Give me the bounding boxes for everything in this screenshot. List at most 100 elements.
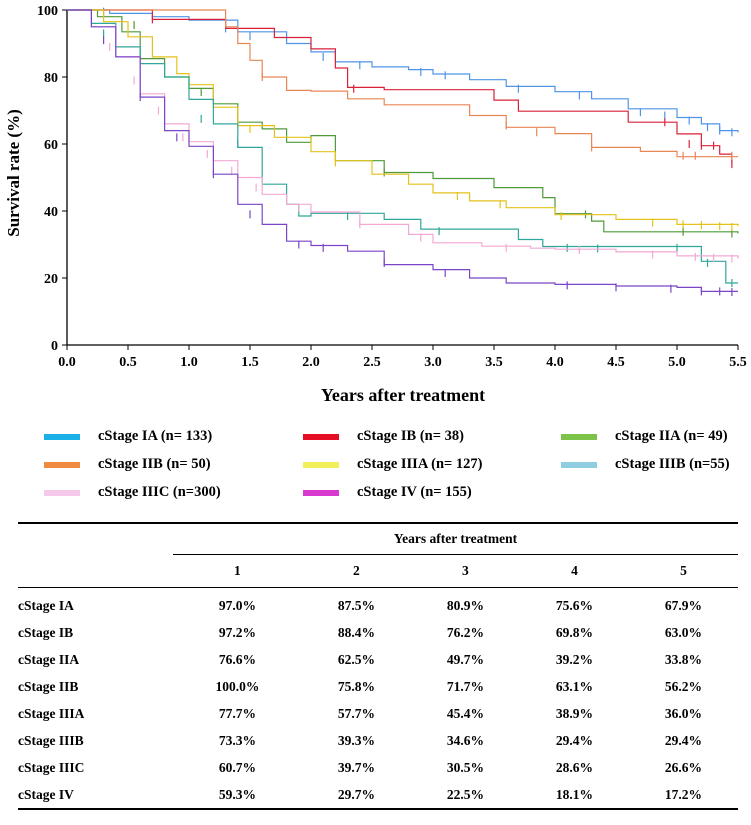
km-series-ib — [67, 9, 733, 169]
legend-label: cStage IIIA (n= 127) — [357, 456, 483, 472]
km-curve — [67, 9, 739, 259]
legend-label: cStage IIB (n= 50) — [98, 456, 211, 472]
km-curve — [67, 9, 738, 292]
km-curve — [67, 9, 738, 284]
y-tick-label: 80 — [44, 71, 58, 86]
x-tick-label: 1.0 — [180, 355, 198, 370]
x-tick-label: 2.5 — [363, 355, 381, 370]
table-group-header: Years after treatment — [173, 523, 738, 555]
table-stage-cell: cStage IIIA — [18, 705, 85, 721]
km-curve — [67, 9, 739, 133]
legend-item-ia: cStage IA (n= 133) — [44, 428, 212, 445]
table-cell: 56.2% — [664, 678, 703, 694]
legend-item-iv: cStage IV (n= 155) — [303, 484, 472, 501]
km-series-iiia — [67, 9, 739, 232]
table-corner-cell — [18, 523, 173, 555]
legend-swatch — [44, 461, 80, 468]
table-cell: 33.8% — [664, 651, 703, 667]
table-stage-cell: cStage IA — [18, 597, 74, 613]
legend-swatch — [44, 489, 80, 496]
legend-label: cStage IV (n= 155) — [357, 484, 472, 500]
table-stage-cell: cStage IIIB — [18, 732, 84, 748]
table-cell: 76.6% — [218, 651, 256, 667]
table-cell: 77.7% — [218, 705, 256, 721]
km-series-iiib — [67, 9, 738, 288]
table-row: cStage IIA 76.6% 62.5% 49.7% 39.2% 33.8% — [18, 646, 738, 673]
survival-rate-table: Years after treatment 1 2 3 4 5 cStage I… — [18, 522, 738, 810]
x-tick-label: 5.5 — [729, 355, 747, 370]
km-curve — [67, 9, 738, 158]
table-cell: 88.4% — [337, 624, 375, 640]
x-tick-label: 4.5 — [607, 355, 625, 370]
table-cell: 75.8% — [337, 678, 375, 694]
x-axis-title: Years after treatment — [321, 385, 485, 405]
table-cell: 45.4% — [446, 705, 484, 721]
table-cell: 38.9% — [555, 705, 593, 721]
table-column-header: 1 — [173, 554, 302, 588]
table-cell: 49.7% — [446, 651, 484, 667]
table-cell: 26.6% — [664, 759, 703, 775]
km-series-ia — [67, 7, 739, 137]
x-tick-label: 3.5 — [485, 355, 503, 370]
table-cell: 57.7% — [337, 705, 375, 721]
table-column-header: 4 — [519, 554, 629, 588]
chart-legend: cStage IA (n= 133) cStage IB (n= 38) cSt… — [0, 420, 751, 510]
legend-label: cStage IA (n= 133) — [98, 428, 213, 444]
table-stage-cell: cStage IV — [18, 786, 74, 802]
legend-item-iiic: cStage IIIC (n=300) — [44, 484, 221, 501]
table-cell: 76.2% — [446, 624, 484, 640]
table-cell: 75.6% — [555, 597, 593, 613]
table-row: cStage IIIA 77.7% 57.7% 45.4% 38.9% 36.0… — [18, 700, 738, 727]
legend-swatch — [303, 489, 339, 496]
chart-series — [67, 7, 739, 297]
km-curve — [67, 9, 739, 227]
survival-chart: 0.0 0.5 1.0 1.5 2.0 2.5 3.0 3.5 4.0 4.5 5.0 5.5 0 20 4… — [4, 4, 747, 405]
table-cell: 29.4% — [664, 732, 703, 748]
table-cell: 29.4% — [555, 732, 593, 748]
table-cell: 63.0% — [664, 624, 703, 640]
table-cell: 39.2% — [555, 651, 593, 667]
table-corner-cell — [18, 554, 173, 588]
table-cell: 97.0% — [218, 597, 256, 613]
km-series-iib — [67, 9, 738, 160]
table-cell: 100.0% — [215, 678, 260, 694]
x-tick-label: 4.0 — [546, 355, 564, 370]
legend-item-iia: cStage IIA (n= 49) — [561, 428, 728, 445]
table-cell: 36.0% — [664, 705, 703, 721]
table-cell: 39.7% — [337, 759, 375, 775]
table-row: cStage IIB 100.0% 75.8% 71.7% 63.1% 56.2… — [18, 673, 738, 700]
table-row: cStage IIIB 73.3% 39.3% 34.6% 29.4% 29.4… — [18, 727, 738, 754]
table-cell: 59.3% — [218, 786, 256, 802]
x-tick-label: 5.0 — [668, 355, 686, 370]
table-cell: 69.8% — [555, 624, 593, 640]
table-cell: 73.3% — [218, 732, 256, 748]
x-tick-label: 0.5 — [119, 355, 137, 370]
legend-label: cStage IIA (n= 49) — [615, 428, 728, 444]
table-cell: 30.5% — [446, 759, 484, 775]
table-cell: 87.5% — [337, 597, 375, 613]
y-tick-label: 0 — [51, 339, 58, 354]
table-cell: 80.9% — [446, 597, 484, 613]
table-cell: 18.1% — [555, 786, 593, 802]
table-cell: 71.7% — [446, 678, 484, 694]
legend-label: cStage IIIB (n=55) — [615, 456, 730, 472]
table-stage-cell: cStage IB — [18, 624, 74, 640]
table-column-header: 5 — [628, 554, 738, 588]
table-cell: 29.7% — [337, 786, 375, 802]
km-series-iiic — [67, 9, 739, 263]
km-series-iv — [67, 9, 738, 297]
table-row: cStage IA 97.0% 87.5% 80.9% 75.6% 67.9% — [18, 588, 738, 620]
table-cell: 22.5% — [446, 786, 484, 802]
km-curve — [67, 9, 733, 165]
x-tick-label: 3.0 — [424, 355, 442, 370]
table-cell: 28.6% — [555, 759, 593, 775]
table-column-header: 3 — [410, 554, 520, 588]
chart-axes: 0.0 0.5 1.0 1.5 2.0 2.5 3.0 3.5 4.0 4.5 5.0 5.5 0 20 4… — [37, 4, 747, 370]
table-stage-cell: cStage IIB — [18, 678, 79, 694]
table-cell: 97.2% — [218, 624, 256, 640]
legend-swatch — [303, 461, 339, 468]
table-row: cStage IV 59.3% 29.7% 22.5% 18.1% 17.2% — [18, 781, 738, 809]
table-stage-cell: cStage IIA — [18, 651, 80, 667]
table-cell: 34.6% — [446, 732, 484, 748]
table-cell: 67.9% — [664, 597, 703, 613]
